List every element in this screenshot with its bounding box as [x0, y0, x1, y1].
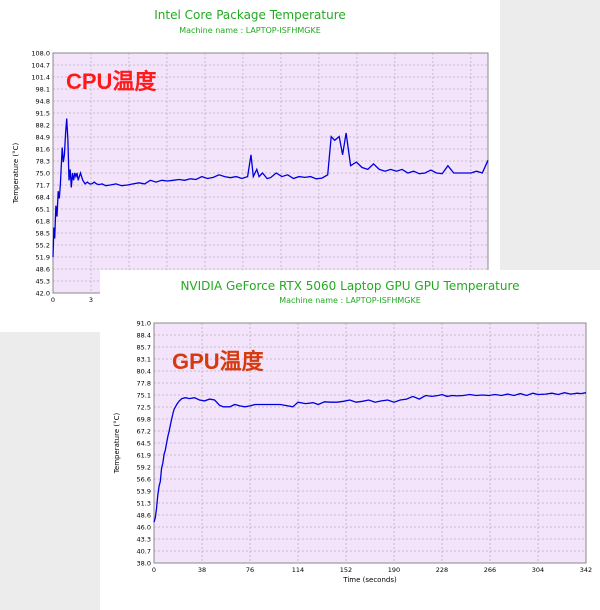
gpu-y-axis-ticks: 91.0 88.4 85.7 83.1 80.4 77.8 75.1 72.5 69.8 67.2… — [137, 320, 151, 568]
gpu-x-tick-label: 38 — [198, 566, 206, 574]
gpu-x-tick-label: 0 — [152, 566, 156, 574]
gpu-y-tick-label: 83.1 — [137, 356, 151, 364]
gpu-x-axis-ticks: 0 38 76 114 152 190 228 266 304 342 — [152, 566, 592, 574]
gpu-y-tick-label: 53.9 — [137, 488, 151, 496]
gpu-x-tick-label: 304 — [532, 566, 544, 574]
cpu-y-tick-label: 98.1 — [36, 86, 50, 94]
cpu-y-tick-label: 108.0 — [31, 50, 50, 58]
cpu-overlay-label: CPU温度 — [66, 69, 157, 94]
gpu-y-tick-label: 72.5 — [137, 404, 151, 412]
cpu-y-axis-label: Temperature (°C) — [12, 143, 20, 205]
cpu-y-tick-label: 75.0 — [36, 170, 50, 178]
gpu-chart-panel: NVIDIA GeForce RTX 5060 Laptop GPU GPU T… — [100, 270, 600, 610]
cpu-y-tick-label: 55.2 — [36, 242, 50, 250]
cpu-x-tick-label: 0 — [51, 296, 55, 304]
gpu-y-tick-label: 43.3 — [137, 536, 151, 544]
cpu-chart: 108.0 104.7 101.4 98.1 94.8 91.5 88.2 84.9 81.6 7… — [12, 50, 489, 304]
background-strip-left — [0, 332, 100, 610]
gpu-y-tick-label: 64.5 — [137, 440, 151, 448]
cpu-y-tick-label: 104.7 — [31, 62, 50, 70]
cpu-y-tick-label: 71.7 — [36, 182, 50, 190]
gpu-y-tick-label: 75.1 — [137, 392, 151, 400]
gpu-x-tick-label: 190 — [388, 566, 400, 574]
cpu-chart-subtitle: Machine name : LAPTOP-ISFHMGKE — [179, 26, 321, 35]
cpu-y-tick-label: 84.9 — [36, 134, 50, 142]
cpu-chart-title: Intel Core Package Temperature — [154, 8, 346, 22]
cpu-y-axis-ticks: 108.0 104.7 101.4 98.1 94.8 91.5 88.2 84.9 81.6 7… — [31, 50, 50, 298]
gpu-y-tick-label: 38.0 — [137, 560, 151, 568]
gpu-chart-subtitle: Machine name : LAPTOP-ISFHMGKE — [279, 296, 421, 305]
background-strip-right — [500, 0, 600, 270]
gpu-y-tick-label: 85.7 — [137, 344, 151, 352]
gpu-x-tick-label: 342 — [580, 566, 592, 574]
cpu-y-tick-label: 45.3 — [36, 278, 50, 286]
gpu-series-line — [153, 392, 587, 523]
cpu-y-tick-label: 94.8 — [36, 98, 50, 106]
gpu-y-tick-label: 77.8 — [137, 380, 151, 388]
cpu-x-tick-label: 3 — [89, 296, 93, 304]
gpu-chart-title: NVIDIA GeForce RTX 5060 Laptop GPU GPU T… — [180, 279, 520, 293]
gpu-y-tick-label: 91.0 — [137, 320, 151, 328]
cpu-y-tick-label: 61.8 — [36, 218, 50, 226]
cpu-y-tick-label: 48.6 — [36, 266, 50, 274]
gpu-y-tick-label: 88.4 — [137, 332, 151, 340]
gpu-y-tick-label: 80.4 — [137, 368, 151, 376]
gpu-y-tick-label: 40.7 — [137, 548, 151, 556]
cpu-y-tick-label: 65.1 — [36, 206, 50, 214]
cpu-y-tick-label: 101.4 — [31, 74, 50, 82]
gpu-y-tick-label: 67.2 — [137, 428, 151, 436]
cpu-y-tick-label: 68.4 — [36, 194, 50, 202]
gpu-y-tick-label: 51.3 — [137, 500, 151, 508]
gpu-x-tick-label: 76 — [246, 566, 254, 574]
cpu-y-tick-label: 42.0 — [36, 290, 50, 298]
cpu-y-tick-label: 78.3 — [36, 158, 50, 166]
gpu-y-tick-label: 61.9 — [137, 452, 151, 460]
gpu-x-tick-label: 114 — [292, 566, 304, 574]
gpu-x-axis-label: Time (seconds) — [342, 576, 397, 584]
gpu-x-tick-label: 152 — [340, 566, 352, 574]
gpu-chart: 91.0 88.4 85.7 83.1 80.4 77.8 75.1 72.5 69.8 67.2… — [113, 320, 592, 585]
cpu-y-tick-label: 88.2 — [36, 122, 50, 130]
cpu-y-tick-label: 91.5 — [36, 110, 50, 118]
gpu-x-tick-label: 266 — [484, 566, 496, 574]
gpu-x-tick-label: 228 — [436, 566, 448, 574]
cpu-series-line — [52, 118, 489, 258]
gpu-y-tick-label: 59.2 — [137, 464, 151, 472]
gpu-y-tick-label: 69.8 — [137, 416, 151, 424]
gpu-y-tick-label: 56.6 — [137, 476, 151, 484]
gpu-grid — [154, 323, 586, 563]
cpu-y-tick-label: 81.6 — [36, 146, 50, 154]
gpu-y-tick-label: 46.0 — [137, 524, 151, 532]
gpu-overlay-label: GPU温度 — [172, 349, 264, 374]
gpu-y-axis-label: Temperature (°C) — [113, 413, 121, 475]
cpu-y-tick-label: 51.9 — [36, 254, 50, 262]
gpu-y-tick-label: 48.6 — [137, 512, 151, 520]
cpu-y-tick-label: 58.5 — [36, 230, 50, 238]
